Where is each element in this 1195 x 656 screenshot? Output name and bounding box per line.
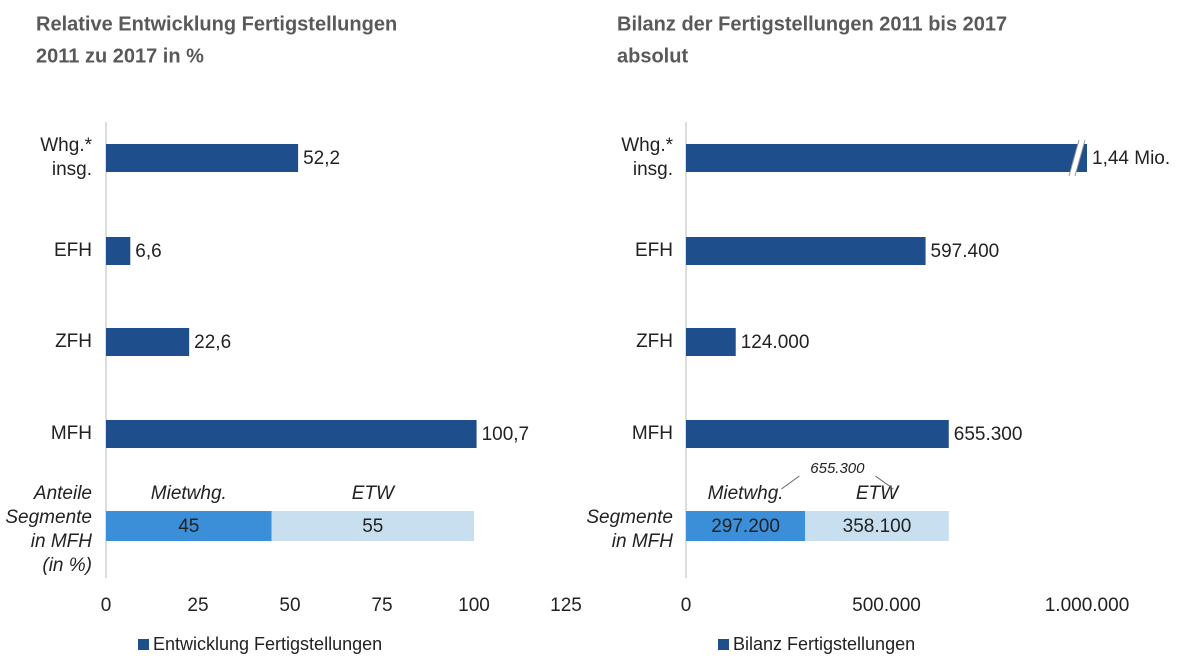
x-tick-label: 500.000 xyxy=(852,595,921,616)
x-tick-label: 0 xyxy=(681,595,692,616)
segment-name: ETW xyxy=(856,483,900,504)
category-label: MFH xyxy=(51,423,92,444)
category-label: ZFH xyxy=(55,331,92,352)
segment-label: in MFH xyxy=(31,531,93,552)
axis-break xyxy=(1069,140,1085,176)
segment-value: 358.100 xyxy=(843,516,912,537)
value-label: 100,7 xyxy=(482,424,530,445)
bar xyxy=(106,420,477,448)
legend-swatch xyxy=(138,639,149,650)
value-label: 52,2 xyxy=(303,148,340,169)
bar xyxy=(106,144,299,172)
leader-line xyxy=(875,475,894,490)
category-label: EFH xyxy=(635,240,673,261)
bar xyxy=(106,328,190,356)
segment-bar xyxy=(106,511,272,541)
bar xyxy=(686,237,926,265)
value-label: 655.300 xyxy=(954,424,1023,445)
bar xyxy=(686,328,736,356)
value-label: 6,6 xyxy=(135,241,161,262)
segment-label: Segmente xyxy=(5,507,92,528)
x-tick-label: 100 xyxy=(458,595,490,616)
segment-bar xyxy=(805,511,949,541)
bar xyxy=(686,144,1087,172)
axis-break xyxy=(1074,139,1086,177)
x-tick-label: 125 xyxy=(550,595,582,616)
segment-value: 297.200 xyxy=(711,516,780,537)
value-label: 597.400 xyxy=(931,241,1000,262)
segment-label: in MFH xyxy=(612,531,674,552)
value-label: 1,44 Mio. xyxy=(1092,148,1170,169)
segment-bar xyxy=(271,511,474,541)
category-label: insg. xyxy=(633,159,673,180)
segment-label: (in %) xyxy=(42,555,92,576)
legend-label: Bilanz Fertigstellungen xyxy=(733,634,915,654)
value-label: 124.000 xyxy=(741,332,810,353)
x-tick-label: 50 xyxy=(279,595,300,616)
x-tick-label: 1.000.000 xyxy=(1045,595,1130,616)
category-label: Whg.* xyxy=(621,135,673,156)
bar xyxy=(686,420,949,448)
segment-value: 55 xyxy=(362,516,383,537)
segment-total: 655.300 xyxy=(810,460,865,477)
x-tick-label: 25 xyxy=(187,595,208,616)
legend-label: Entwicklung Fertigstellungen xyxy=(153,634,382,654)
x-tick-label: 75 xyxy=(371,595,392,616)
chart-title: Bilanz der Fertigstellungen 2011 bis 201… xyxy=(617,13,1007,35)
segment-bar xyxy=(686,511,806,541)
value-label: 22,6 xyxy=(194,332,231,353)
category-label: ZFH xyxy=(636,331,673,352)
x-tick-label: 0 xyxy=(101,595,112,616)
category-label: Whg.* xyxy=(40,135,92,156)
chart-title: Relative Entwicklung Fertigstellungen xyxy=(36,13,397,35)
category-label: EFH xyxy=(54,240,92,261)
segment-label: Anteile xyxy=(33,483,92,504)
chart-title: absolut xyxy=(617,45,688,67)
category-label: insg. xyxy=(52,159,92,180)
segment-label: Segmente xyxy=(586,507,673,528)
chart-title: 2011 zu 2017 in % xyxy=(36,45,204,67)
category-label: MFH xyxy=(632,423,673,444)
axis-break xyxy=(1068,139,1080,177)
segment-name: Mietwhg. xyxy=(151,483,227,504)
segment-name: Mietwhg. xyxy=(708,483,784,504)
segment-name: ETW xyxy=(352,483,396,504)
bar xyxy=(106,237,131,265)
legend-swatch xyxy=(718,639,729,650)
segment-value: 45 xyxy=(178,516,199,537)
leader-line xyxy=(781,475,800,490)
